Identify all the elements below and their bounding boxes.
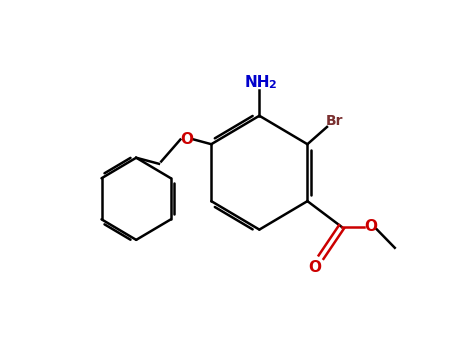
Text: O: O: [308, 260, 322, 275]
Text: O: O: [364, 219, 377, 234]
Text: 2: 2: [268, 80, 276, 90]
Text: NH: NH: [244, 75, 270, 90]
Text: O: O: [180, 132, 193, 147]
Text: Br: Br: [326, 114, 344, 128]
